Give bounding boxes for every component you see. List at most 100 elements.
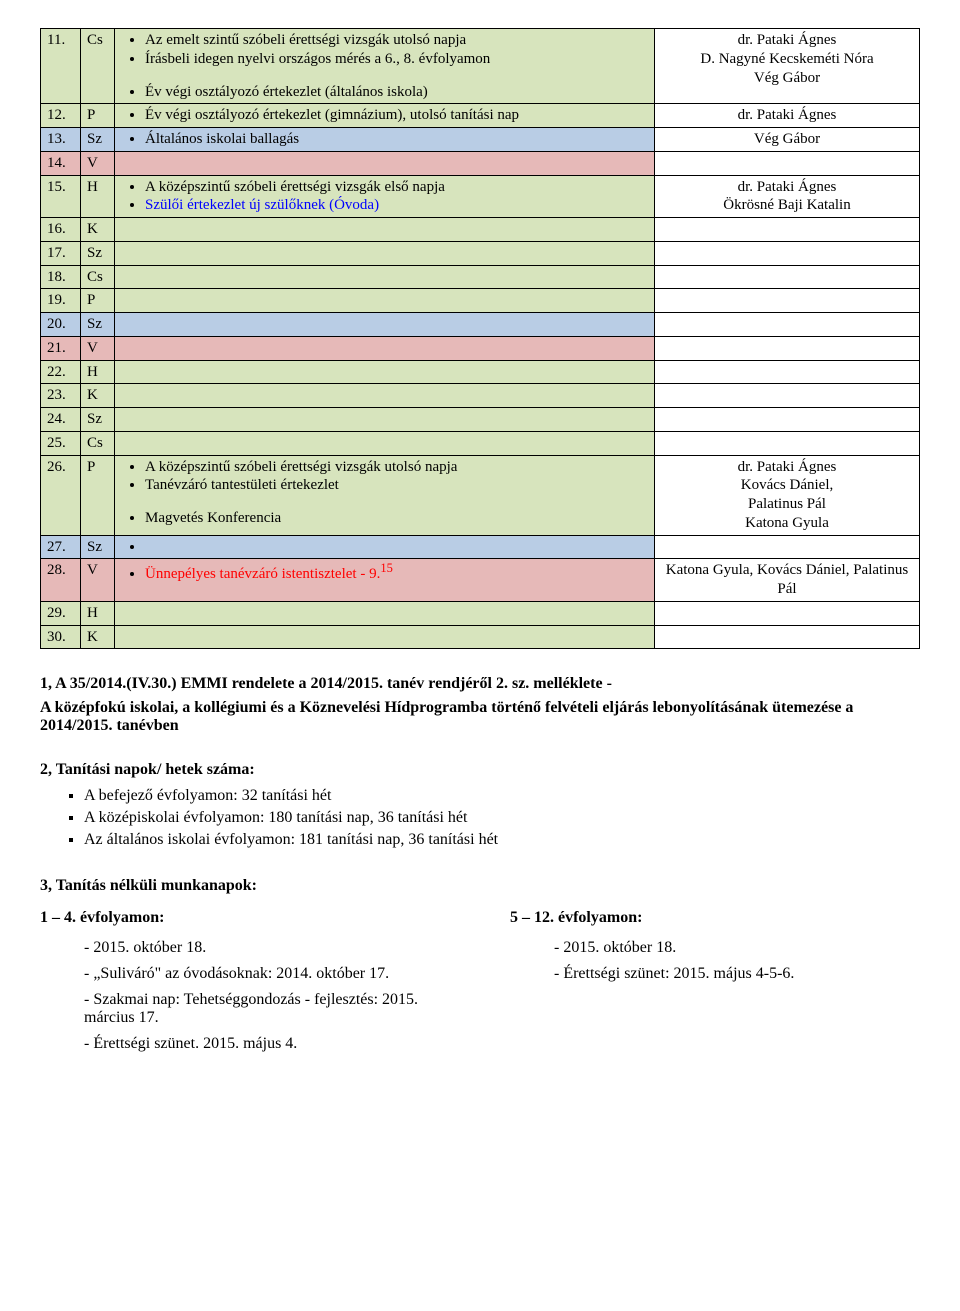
footer-col-a-list: 2015. október 18.„Suliváró" az óvodásokn… — [40, 935, 450, 1057]
row-day: Sz — [81, 408, 115, 432]
footer-col-a: 1 – 4. évfolyamon: 2015. október 18.„Sul… — [40, 909, 450, 1071]
row-people — [655, 601, 920, 625]
row-day: P — [81, 455, 115, 535]
row-people — [655, 218, 920, 242]
row-day: H — [81, 360, 115, 384]
event-item — [145, 538, 648, 557]
row-events — [115, 431, 655, 455]
row-day: H — [81, 175, 115, 218]
row-day: Sz — [81, 535, 115, 559]
row-number: 28. — [41, 559, 81, 602]
row-number: 26. — [41, 455, 81, 535]
row-day: K — [81, 384, 115, 408]
row-events: Az emelt szintű szóbeli érettségi vizsgá… — [115, 29, 655, 104]
row-number: 25. — [41, 431, 81, 455]
row-events — [115, 601, 655, 625]
row-events — [115, 625, 655, 649]
list2-item: A középiskolai évfolyamon: 180 tanítási … — [84, 807, 920, 829]
event-item: Év végi osztályozó értekezlet (gimnázium… — [145, 106, 648, 125]
footer-title-1: 1, A 35/2014.(IV.30.) EMMI rendelete a 2… — [40, 675, 920, 693]
row-number: 11. — [41, 29, 81, 104]
event-item: Év végi osztályozó értekezlet (általános… — [145, 83, 648, 102]
row-day: V — [81, 336, 115, 360]
row-people — [655, 535, 920, 559]
row-events — [115, 151, 655, 175]
row-people — [655, 431, 920, 455]
row-people — [655, 384, 920, 408]
footer-two-columns: 1 – 4. évfolyamon: 2015. október 18.„Sul… — [40, 909, 920, 1071]
footer-para-1: A középfokú iskolai, a kollégiumi és a K… — [40, 699, 920, 735]
row-events — [115, 408, 655, 432]
row-day: P — [81, 104, 115, 128]
row-events — [115, 384, 655, 408]
row-people — [655, 265, 920, 289]
row-events: Általános iskolai ballagás — [115, 128, 655, 152]
row-people — [655, 408, 920, 432]
row-day: V — [81, 559, 115, 602]
row-day: Sz — [81, 128, 115, 152]
row-events — [115, 218, 655, 242]
footer-col-a-title: 1 – 4. évfolyamon: — [40, 909, 450, 927]
footer-col-b-list: 2015. október 18.Érettségi szünet: 2015.… — [510, 935, 920, 987]
row-number: 17. — [41, 241, 81, 265]
row-number: 19. — [41, 289, 81, 313]
event-item: A középszintű szóbeli érettségi vizsgák … — [145, 178, 648, 197]
row-number: 20. — [41, 313, 81, 337]
row-number: 18. — [41, 265, 81, 289]
row-events: A középszintű szóbeli érettségi vizsgák … — [115, 455, 655, 535]
row-events — [115, 360, 655, 384]
row-events: A középszintű szóbeli érettségi vizsgák … — [115, 175, 655, 218]
row-number: 14. — [41, 151, 81, 175]
event-item: Szülői értekezlet új szülőknek (Óvoda) — [145, 196, 648, 215]
row-day: K — [81, 625, 115, 649]
row-events: Ünnepélyes tanévzáró istentisztelet - 9.… — [115, 559, 655, 602]
row-events — [115, 241, 655, 265]
row-day: V — [81, 151, 115, 175]
row-number: 15. — [41, 175, 81, 218]
row-day: H — [81, 601, 115, 625]
row-day: Cs — [81, 29, 115, 104]
event-item: Általános iskolai ballagás — [145, 130, 648, 149]
row-day: K — [81, 218, 115, 242]
row-number: 24. — [41, 408, 81, 432]
row-people: dr. Pataki ÁgnesÖkrösné Baji Katalin — [655, 175, 920, 218]
footer-col-b: 5 – 12. évfolyamon: 2015. október 18.Ére… — [510, 909, 920, 1071]
event-item: A középszintű szóbeli érettségi vizsgák … — [145, 458, 648, 477]
row-number: 27. — [41, 535, 81, 559]
row-people — [655, 625, 920, 649]
colA-item: 2015. október 18. — [84, 935, 450, 961]
calendar-table: 11.CsAz emelt szintű szóbeli érettségi v… — [40, 28, 920, 649]
list2-item: A befejező évfolyamon: 32 tanítási hét — [84, 785, 920, 807]
row-events — [115, 535, 655, 559]
row-number: 13. — [41, 128, 81, 152]
row-people — [655, 289, 920, 313]
row-number: 16. — [41, 218, 81, 242]
colA-item: Szakmai nap: Tehetséggondozás - fejleszt… — [84, 987, 450, 1031]
row-day: Cs — [81, 265, 115, 289]
colB-item: 2015. október 18. — [554, 935, 920, 961]
row-people — [655, 313, 920, 337]
row-number: 29. — [41, 601, 81, 625]
colB-item: Érettségi szünet: 2015. május 4-5-6. — [554, 961, 920, 987]
row-people — [655, 336, 920, 360]
event-item: Ünnepélyes tanévzáró istentisztelet - 9.… — [145, 561, 648, 584]
event-item: Írásbeli idegen nyelvi országos mérés a … — [145, 50, 648, 69]
row-people: dr. Pataki Ágnes — [655, 104, 920, 128]
footer-list-2: A befejező évfolyamon: 32 tanítási hétA … — [40, 785, 920, 851]
event-item: Magvetés Konferencia — [145, 509, 648, 528]
row-day: Sz — [81, 241, 115, 265]
row-events — [115, 313, 655, 337]
row-people: Katona Gyula, Kovács Dániel, Palatinus P… — [655, 559, 920, 602]
row-number: 23. — [41, 384, 81, 408]
row-number: 12. — [41, 104, 81, 128]
row-people: Vég Gábor — [655, 128, 920, 152]
footer-title-3: 3, Tanítás nélküli munkanapok: — [40, 877, 920, 895]
footer-title-2: 2, Tanítási napok/ hetek száma: — [40, 761, 920, 779]
row-number: 30. — [41, 625, 81, 649]
list2-item: Az általános iskolai évfolyamon: 181 tan… — [84, 829, 920, 851]
row-people — [655, 151, 920, 175]
row-events — [115, 289, 655, 313]
row-day: Sz — [81, 313, 115, 337]
row-number: 21. — [41, 336, 81, 360]
row-people: dr. Pataki ÁgnesKovács Dániel,Palatinus … — [655, 455, 920, 535]
